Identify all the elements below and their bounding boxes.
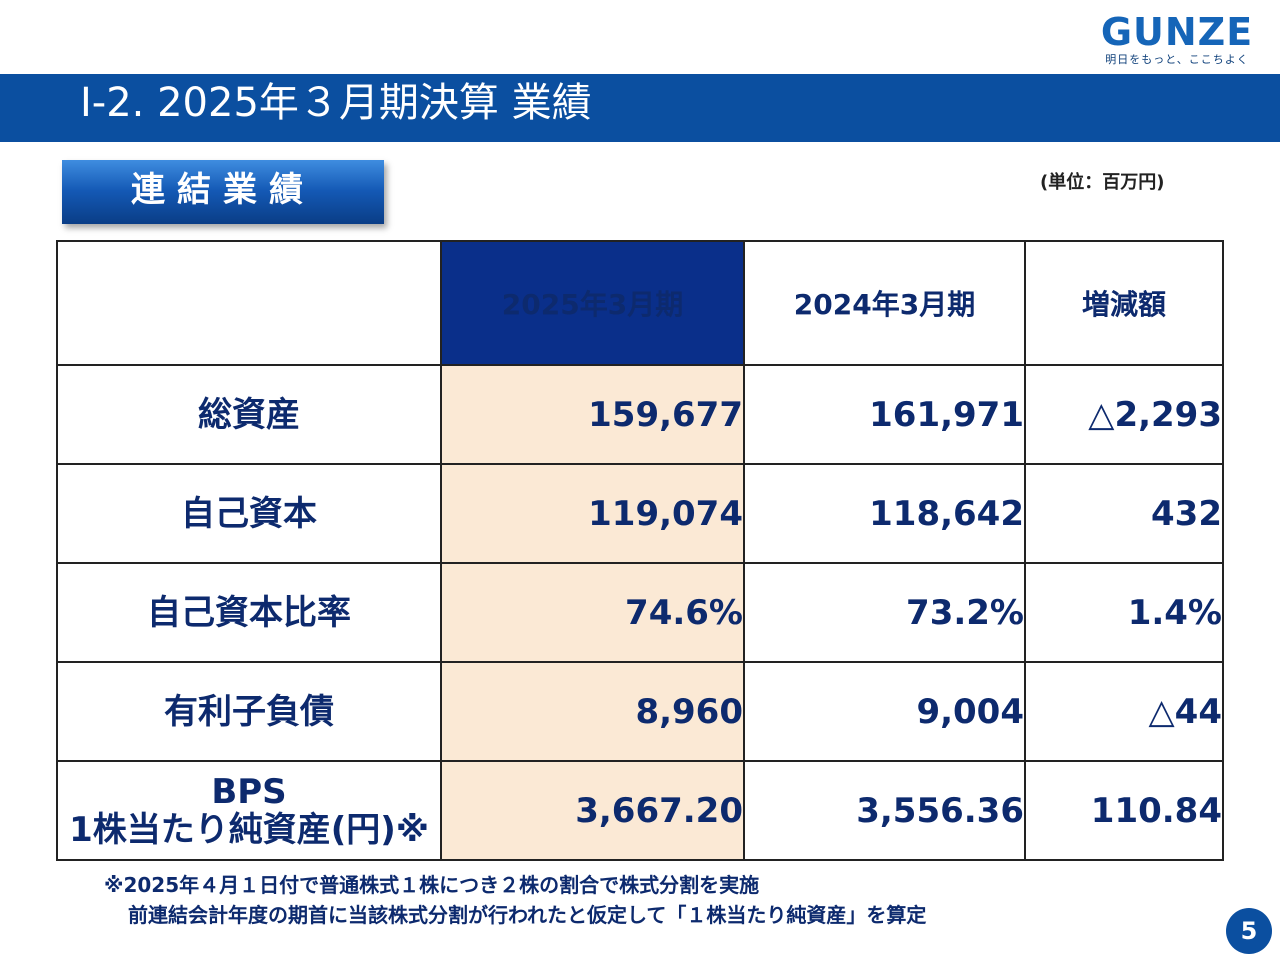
cell-current: 8,960 [440,661,745,762]
header-blank [56,240,442,366]
cell-current: 119,074 [440,463,745,564]
financial-table: 2025年3月期 2024年3月期 増減額 総資産 159,677 161,97… [56,240,1224,861]
footnote: ※2025年４月１日付で普通株式１株につき２株の割合で株式分割を実施 前連結会計… [104,870,926,930]
cell-current: 159,677 [440,364,745,465]
table-row: 有利子負債 8,960 9,004 △44 [56,661,1224,762]
page-title: Ⅰ-2. 2025年３月期決算 業績 [80,80,592,126]
footnote-line1: ※2025年４月１日付で普通株式１株につき２株の割合で株式分割を実施 [104,873,760,897]
title-bar [0,74,1280,142]
logo-wordmark: GUNZE [1100,10,1254,54]
unit-note: (単位：百万円) [1040,172,1165,193]
cell-previous: 9,004 [743,661,1026,762]
gunze-logo: GUNZE 明日をもっと、ここちよく [1092,12,1262,67]
cell-previous: 161,971 [743,364,1026,465]
cell-previous: 3,556.36 [743,760,1026,861]
footnote-line2: 前連結会計年度の期首に当該株式分割が行われたと仮定して「１株当たり純資産」を算定 [128,903,927,927]
header-previous-period: 2024年3月期 [743,240,1026,366]
row-label: 総資産 [56,364,442,465]
row-label: 自己資本 [56,463,442,564]
cell-current: 74.6% [440,562,745,663]
cell-change: 432 [1024,463,1224,564]
cell-current: 3,667.20 [440,760,745,861]
row-label: 有利子負債 [56,661,442,762]
row-label: 自己資本比率 [56,562,442,663]
row-label-line1: BPS [211,771,287,812]
cell-change: △44 [1024,661,1224,762]
header-change: 増減額 [1024,240,1224,366]
table-header-row: 2025年3月期 2024年3月期 増減額 [56,240,1224,366]
cell-change: 110.84 [1024,760,1224,861]
logo-tagline: 明日をもっと、ここちよく [1105,53,1249,66]
header-current-period: 2025年3月期 [440,240,745,366]
row-label: BPS 1株当たり純資産(円)※ [56,760,442,861]
page-number-badge: 5 [1226,908,1272,954]
cell-previous: 73.2% [743,562,1026,663]
table-row: 自己資本比率 74.6% 73.2% 1.4% [56,562,1224,663]
cell-previous: 118,642 [743,463,1026,564]
row-label-line2: 1株当たり純資産(円)※ [69,809,429,850]
table-row: 自己資本 119,074 118,642 432 [56,463,1224,564]
table-row: BPS 1株当たり純資産(円)※ 3,667.20 3,556.36 110.8… [56,760,1224,861]
table-row: 総資産 159,677 161,971 △2,293 [56,364,1224,465]
cell-change: 1.4% [1024,562,1224,663]
section-badge: 連結業績 [62,160,384,224]
cell-change: △2,293 [1024,364,1224,465]
